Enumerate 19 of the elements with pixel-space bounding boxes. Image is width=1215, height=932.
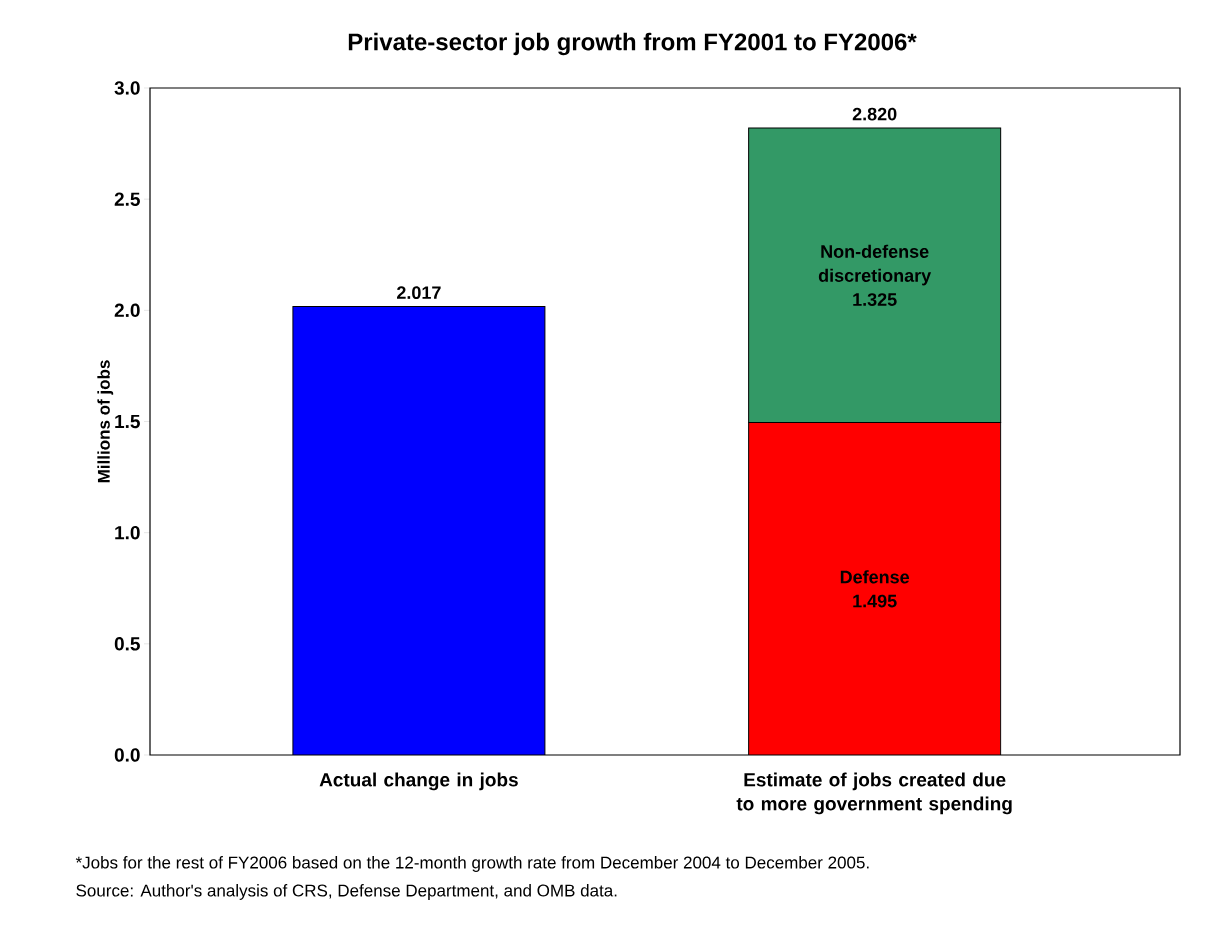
chart-title: Private-sector job growth from FY2001 to FY2006* bbox=[348, 32, 917, 56]
series-label: Defense bbox=[840, 570, 910, 584]
y-axis-title: Millions of jobs bbox=[97, 360, 114, 483]
y-tick-label: 3.0 bbox=[114, 81, 140, 95]
y-tick-label: 1.0 bbox=[115, 525, 140, 540]
data-label: 1.325 bbox=[853, 293, 897, 306]
data-label: 2.017 bbox=[397, 286, 441, 300]
x-tick-label: Actual change in jobs bbox=[319, 772, 518, 791]
total-label: 2.820 bbox=[852, 107, 897, 121]
series-label: Non-defense discretionary bbox=[818, 244, 932, 286]
data-label: 1.495 bbox=[853, 594, 897, 608]
y-tick-label: 0.0 bbox=[114, 748, 140, 762]
x-tick-label: Estimate of jobs created due to more government spending bbox=[736, 772, 1012, 815]
text: *Jobs for the rest of FY2006 based on the 12-month growth rate from December 2004 to December 2005. bbox=[75, 856, 869, 872]
y-tick-label: 1.5 bbox=[115, 414, 140, 429]
y-tick-label: 0.5 bbox=[114, 637, 140, 651]
y-tick-label: 2.0 bbox=[114, 303, 140, 318]
source-note: Source: Author's analysis of CRS, Defense Department, and OMB data. bbox=[76, 884, 617, 900]
y-tick-label: 2.5 bbox=[114, 192, 140, 206]
